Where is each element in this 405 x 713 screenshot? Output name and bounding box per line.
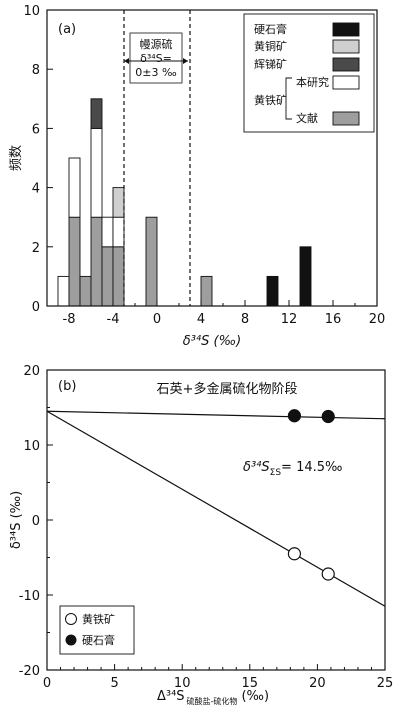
- x-tick-label: 0: [153, 312, 161, 327]
- y-tick-label: 2: [32, 241, 40, 256]
- histogram-bar: [266, 275, 279, 307]
- x-title-main: Δ³⁴S: [157, 689, 185, 704]
- y-tick-label: 0: [32, 300, 40, 315]
- pyrite-point: [321, 567, 335, 581]
- total-sulfur-sub: ΣS: [270, 468, 282, 478]
- histogram-bar: [68, 157, 81, 218]
- histogram-bar: [299, 246, 312, 307]
- panel-b-label: (b): [58, 379, 76, 394]
- y-tick-label: 0: [32, 514, 40, 529]
- scatter-panel: 0 5 10 15 20 25 -20 -10 0 10 20 (b) 石英+多金属硫化物阶段 δ…: [9, 364, 393, 706]
- y-tick-label: 4: [32, 182, 40, 197]
- arrow-right-icon: [183, 58, 188, 64]
- histogram-legend: 硬石膏 黄铜矿 辉锑矿 黄铁矿 本研究 文献: [243, 13, 375, 133]
- anhydrite-point: [321, 409, 335, 424]
- legend-swatch-this-study: [332, 75, 360, 90]
- histogram-bar: [112, 187, 125, 218]
- histogram-y-ticks: 0 2 4 6 8 10: [23, 4, 53, 315]
- scatter-x-ticks: 0 5 10 15 20 25: [43, 664, 393, 691]
- y-tick-label: 6: [32, 122, 40, 137]
- regression-lines: [46, 410, 386, 607]
- x-title-sub: 硫酸盐-硫化物: [187, 696, 238, 706]
- legend-label-anhydrite: 硬石膏: [254, 22, 287, 36]
- x-tick-label: 5: [110, 676, 118, 691]
- mantle-sulfur-annotation: 幔源硫 δ³⁴S= 0±3 ‰: [124, 32, 188, 84]
- legend-swatch-literature: [332, 111, 360, 126]
- histogram-bar: [112, 246, 125, 307]
- y-tick-label: 10: [23, 4, 40, 19]
- legend-label-pyrite: 黄铁矿: [82, 612, 115, 626]
- annotation-line-2: δ³⁴S=: [140, 52, 172, 65]
- legend-label-anhydrite-b: 硬石膏: [82, 633, 115, 647]
- legend-label-this-study: 本研究: [296, 75, 329, 89]
- histogram-axes-frame: [46, 9, 378, 307]
- x-tick-label: 25: [377, 676, 394, 691]
- x-tick-label: 15: [242, 676, 259, 691]
- annotation-line-1: 幔源硫: [140, 37, 173, 51]
- legend-swatch-chalcopyrite: [332, 39, 360, 54]
- legend-bracket: [285, 77, 292, 120]
- histogram-bar: [68, 216, 81, 307]
- x-tick-label: 20: [369, 312, 386, 327]
- y-tick-label: -20: [19, 664, 40, 679]
- histogram-bar: [101, 246, 114, 307]
- x-tick-label: 12: [281, 312, 298, 327]
- legend-label-chalcopyrite: 黄铜矿: [254, 39, 287, 53]
- scatter-y-ticks: -20 -10 0 10 20: [19, 364, 53, 679]
- legend-group-pyrite: 黄铁矿: [254, 93, 287, 107]
- histogram-y-axis-title: 频数: [9, 145, 24, 171]
- scatter-y-axis-title: δ³⁴S (‰): [9, 491, 24, 549]
- total-sulfur-value: = 14.5‰: [281, 460, 342, 475]
- scatter-legend: 黄铁矿 硬石膏: [59, 605, 135, 655]
- annotation-line-3: 0±3 ‰: [135, 66, 177, 79]
- total-sulfur-main: δ³⁴S: [243, 460, 270, 475]
- x-tick-label: -4: [107, 312, 120, 327]
- histogram-bar: [90, 127, 103, 218]
- total-sulfur-annotation: δ³⁴SΣS= 14.5‰: [243, 460, 342, 478]
- legend-swatch-anhydrite: [332, 22, 360, 37]
- histogram-bar: [200, 275, 213, 307]
- histogram-bar: [90, 216, 103, 307]
- legend-swatch-stibnite: [332, 57, 360, 72]
- histogram-panel: -8 -4 0 4 8 12 16 20 0 2 4 6 8 10 (a) 幔源硫 δ³⁴S= 0±3 …: [9, 4, 385, 349]
- histogram-bar: [112, 216, 125, 248]
- fit-line: [46, 410, 386, 607]
- scatter-title: 石英+多金属硫化物阶段: [157, 381, 298, 397]
- legend-label-stibnite: 辉锑矿: [254, 58, 287, 71]
- histogram-bar: [101, 216, 114, 248]
- y-tick-label: -10: [19, 589, 40, 604]
- x-tick-label: 4: [197, 312, 205, 327]
- histogram-bar: [145, 216, 158, 307]
- x-tick-label: 20: [309, 676, 326, 691]
- x-title-unit: (‰): [241, 689, 269, 704]
- x-tick-label: 8: [241, 312, 249, 327]
- legend-marker-anhydrite: [65, 634, 77, 646]
- histogram-bar: [57, 275, 70, 307]
- histogram-bar: [90, 98, 103, 129]
- scatter-points: [287, 409, 335, 581]
- x-tick-label: 16: [325, 312, 342, 327]
- histogram-x-ticks: -8 -4 0 4 8 12 16 20: [46, 300, 386, 327]
- histogram-x-axis-title: δ³⁴S (‰): [183, 334, 241, 349]
- y-tick-label: 8: [32, 63, 40, 78]
- histogram-bars: [57, 98, 312, 307]
- x-tick-label: 0: [43, 676, 51, 691]
- arrow-left-icon: [124, 58, 129, 64]
- y-tick-label: 20: [23, 364, 40, 379]
- histogram-bar: [79, 275, 92, 307]
- pyrite-point: [287, 547, 302, 561]
- y-tick-label: 10: [23, 439, 40, 454]
- panel-a-label: (a): [58, 22, 76, 37]
- x-tick-label: -8: [63, 312, 76, 327]
- legend-label-literature: 文献: [296, 111, 318, 125]
- scatter-x-axis-title: Δ³⁴S 硫酸盐-硫化物 (‰): [157, 689, 269, 706]
- anhydrite-point: [287, 409, 302, 423]
- legend-marker-pyrite: [65, 613, 77, 625]
- x-tick-label: 10: [174, 676, 191, 691]
